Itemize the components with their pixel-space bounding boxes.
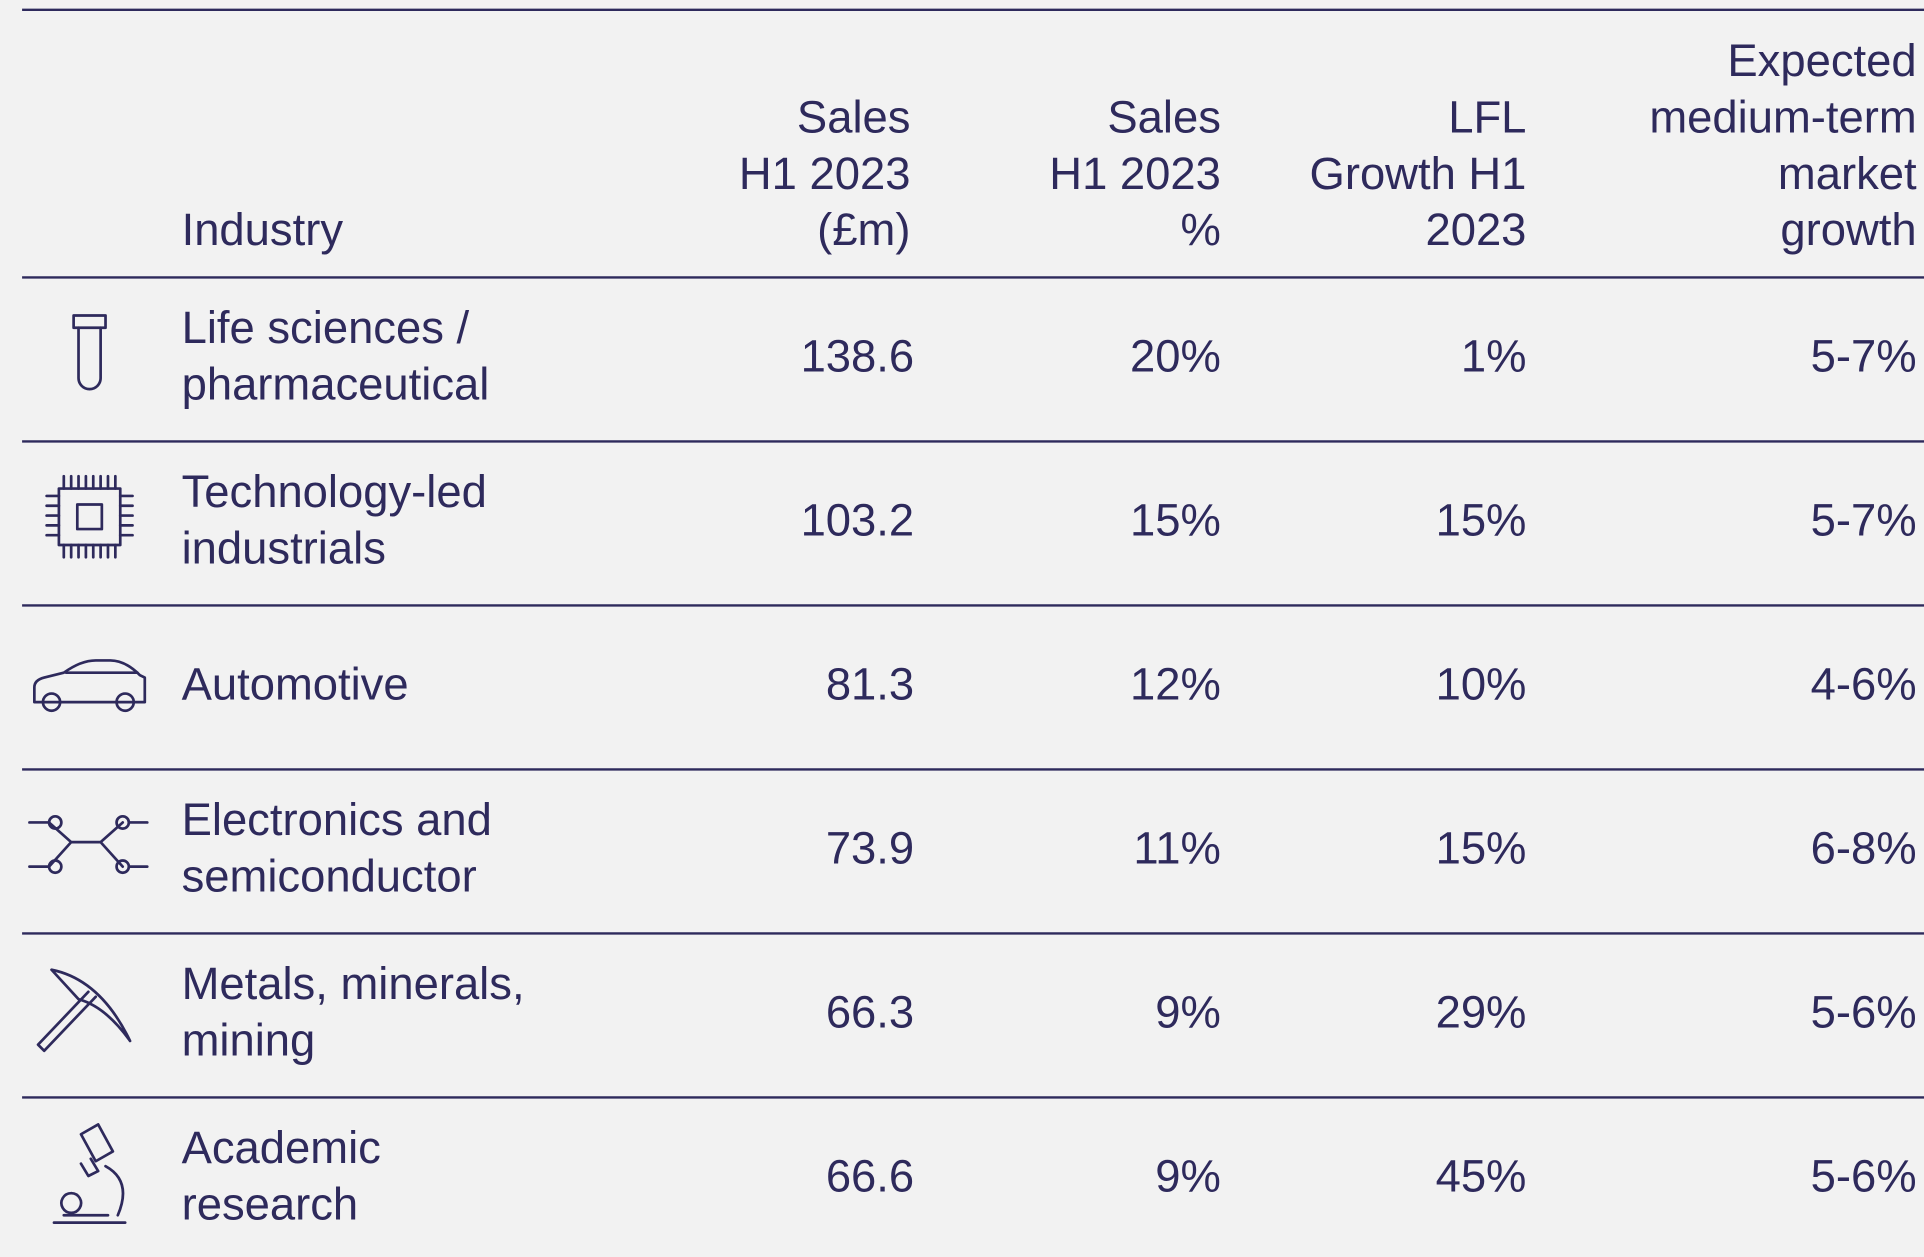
header-cell: Sales	[1107, 91, 1221, 142]
header-cell: growth	[1780, 204, 1916, 255]
header-cell: %	[1181, 204, 1221, 255]
circuit-icon	[28, 814, 149, 875]
table-cell: 138.6	[801, 330, 915, 381]
table-cell: 66.6	[826, 1150, 914, 1201]
industry-name: mining	[182, 1015, 316, 1066]
table-cell: 4-6%	[1811, 658, 1917, 709]
header-cell: 2023	[1425, 204, 1526, 255]
table-cell: 5-6%	[1811, 986, 1917, 1037]
industry-name: semiconductor	[182, 851, 477, 902]
industry-name: Technology-led	[182, 466, 487, 517]
industry-name: Automotive	[182, 658, 409, 709]
header-cell: Growth H1	[1310, 148, 1527, 199]
table-cell: 5-7%	[1811, 494, 1917, 545]
header-cell: Sales	[797, 91, 911, 142]
industry-name: industrials	[182, 523, 386, 574]
table-cell: 5-7%	[1811, 330, 1917, 381]
table-cell: 6-8%	[1811, 822, 1917, 873]
industry-name: research	[182, 1179, 359, 1230]
microscope-icon	[52, 1123, 127, 1224]
table-cell: 29%	[1436, 986, 1527, 1037]
table-cell: 5-6%	[1811, 1150, 1917, 1201]
table-cell: 73.9	[826, 822, 914, 873]
table-cell: 9%	[1155, 986, 1221, 1037]
table-cell: 45%	[1436, 1150, 1527, 1201]
industry-name: Life sciences /	[182, 302, 470, 353]
header-cell: Industry	[182, 204, 344, 255]
table-cell: 10%	[1436, 658, 1527, 709]
pickaxe-icon	[36, 968, 132, 1053]
table-cell: 81.3	[826, 658, 914, 709]
car-icon	[33, 659, 147, 713]
header-cell: medium-term	[1649, 91, 1916, 142]
table-cell: 103.2	[801, 494, 915, 545]
table-cell: 12%	[1130, 658, 1221, 709]
header-cell: H1 2023	[1049, 148, 1221, 199]
table-cell: 15%	[1436, 822, 1527, 873]
industry-name: Metals, minerals,	[182, 958, 525, 1009]
header-cell: Expected	[1727, 35, 1916, 86]
header-cell: (£m)	[817, 204, 910, 255]
table-cell: 66.3	[826, 986, 914, 1037]
table-cell: 11%	[1133, 822, 1220, 873]
industry-name: Academic	[182, 1122, 381, 1173]
table-cell: 20%	[1130, 330, 1221, 381]
header-cell: LFL	[1448, 91, 1526, 142]
header-cell: market	[1778, 148, 1917, 199]
chip-icon	[45, 474, 134, 559]
table-cell: 15%	[1130, 494, 1221, 545]
table-cell: 15%	[1436, 494, 1527, 545]
industry-name: pharmaceutical	[182, 359, 490, 410]
table-cell: 1%	[1461, 330, 1527, 381]
test-tube-icon	[72, 314, 107, 391]
header-cell: H1 2023	[739, 148, 911, 199]
industry-name: Electronics and	[182, 794, 492, 845]
table-cell: 9%	[1155, 1150, 1221, 1201]
